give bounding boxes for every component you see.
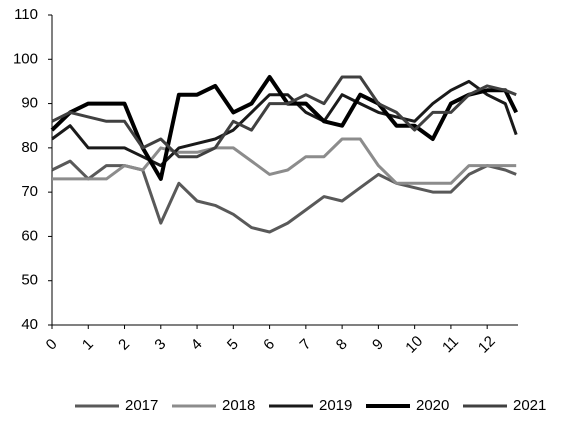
y-tick-label: 70 [21,183,38,200]
legend-label: 2019 [319,397,352,414]
x-tick-label: 0 [43,336,61,354]
y-tick-label: 40 [21,316,38,333]
series-line [52,137,517,185]
y-tick-label: 50 [21,272,38,289]
x-tick-label: 6 [260,336,278,354]
legend-label: 2018 [222,397,255,414]
x-tick-label: 3 [151,336,169,354]
x-tick-label: 2 [115,336,133,354]
legend-label: 2021 [513,397,546,414]
y-tick-label: 80 [21,139,38,156]
y-tick-label: 100 [13,50,38,67]
legend-label: 2020 [416,397,449,414]
x-tick-label: 8 [333,336,351,354]
y-tick-label: 90 [21,95,38,112]
y-tick-label: 110 [14,6,38,23]
series-line [51,79,518,168]
y-tick-label: 60 [21,227,38,244]
x-tick-label: 12 [475,333,499,357]
x-tick-label: 5 [224,336,242,354]
x-tick-label: 11 [439,333,462,356]
x-tick-label: 7 [297,336,315,354]
x-tick-label: 1 [79,336,97,354]
x-tick-label: 4 [188,336,206,354]
series-line [51,75,517,159]
x-tick-label: 9 [369,336,387,354]
legend-label: 2017 [125,397,158,414]
x-tick-label: 10 [402,333,426,357]
